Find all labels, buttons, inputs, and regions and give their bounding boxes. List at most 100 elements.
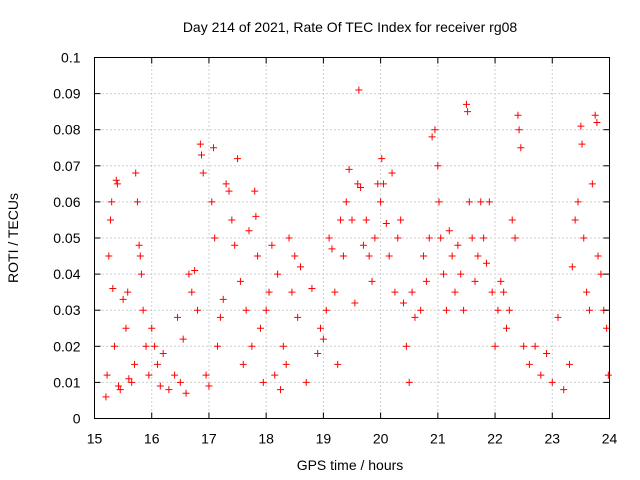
data-point-marker <box>565 360 573 368</box>
y-axis-label: ROTI / TECUs <box>5 193 21 283</box>
data-point-marker <box>503 324 510 332</box>
data-point-marker <box>464 108 472 116</box>
data-point-marker <box>580 234 588 242</box>
data-point-marker <box>322 306 330 314</box>
data-point-marker <box>585 306 593 314</box>
data-point-marker <box>210 144 218 152</box>
data-point-marker <box>500 288 508 296</box>
data-point-marker <box>451 288 459 296</box>
data-point-marker <box>279 342 287 350</box>
data-point-marker <box>371 234 379 242</box>
data-point-marker <box>560 386 568 394</box>
y-tick-label: 0.04 <box>53 266 80 282</box>
data-point-marker <box>294 313 302 321</box>
data-point-marker <box>405 378 413 386</box>
data-point-marker <box>139 306 147 314</box>
data-point-marker <box>554 313 562 321</box>
y-tick-labels: 0 0.01 0.02 0.03 0.04 0.05 0.06 0.07 0.08 0.09 0.1 <box>53 50 80 427</box>
data-point-marker <box>348 216 356 224</box>
data-point-marker <box>208 198 216 206</box>
x-tick-label: 22 <box>487 431 503 447</box>
data-point-marker <box>334 360 342 368</box>
data-point-marker <box>131 360 139 368</box>
data-point-marker <box>109 285 117 293</box>
data-point-marker <box>135 241 143 249</box>
data-point-marker <box>505 306 513 314</box>
data-point-marker <box>259 378 267 386</box>
data-point-marker <box>194 306 201 314</box>
data-point-marker <box>351 299 359 307</box>
data-point-marker <box>402 342 410 350</box>
data-point-marker <box>543 350 551 358</box>
data-point-marker <box>462 100 470 108</box>
data-point-marker <box>357 183 365 191</box>
data-point-marker <box>531 342 539 350</box>
x-tick-label: 21 <box>430 431 446 447</box>
data-point-marker <box>239 360 247 368</box>
data-point-marker <box>274 270 282 278</box>
x-tick-labels: 15 16 17 18 19 20 21 22 23 24 <box>87 431 618 447</box>
data-point-marker <box>517 144 525 152</box>
data-point-marker <box>297 263 304 271</box>
data-point-marker <box>196 140 204 148</box>
data-point-marker <box>165 386 173 394</box>
data-point-marker <box>577 122 585 130</box>
data-point-marker <box>477 198 485 206</box>
data-point-marker <box>308 285 316 293</box>
data-point-marker <box>179 335 187 343</box>
data-point-marker <box>342 198 350 206</box>
data-point-marker <box>302 378 310 386</box>
data-point-marker <box>291 252 299 260</box>
data-point-marker <box>124 288 132 296</box>
data-point-marker <box>116 386 124 394</box>
data-point-marker <box>355 86 363 94</box>
data-point-marker <box>394 234 402 242</box>
data-point-marker <box>491 342 499 350</box>
data-point-marker <box>460 306 468 314</box>
data-point-marker <box>331 288 339 296</box>
data-point-marker <box>388 169 396 177</box>
data-point-marker <box>474 252 482 260</box>
data-point-marker <box>465 198 473 206</box>
data-point-marker <box>368 277 376 285</box>
data-point-marker <box>148 324 156 332</box>
data-point-marker <box>262 306 270 314</box>
data-point-marker <box>431 126 439 134</box>
data-point-marker <box>205 382 213 390</box>
data-point-marker <box>202 371 210 379</box>
data-point-marker <box>548 378 556 386</box>
data-point-marker <box>411 313 419 321</box>
data-point-marker <box>222 180 230 188</box>
data-point-marker <box>400 299 407 307</box>
data-point-marker <box>234 155 242 163</box>
data-point-marker <box>422 277 430 285</box>
data-point-marker <box>362 216 370 224</box>
data-point-marker <box>276 386 284 394</box>
data-point-marker <box>198 151 206 159</box>
data-point-marker <box>211 234 219 242</box>
data-point-marker <box>159 350 167 358</box>
data-point-marker <box>242 306 250 314</box>
y-tick-label: 0.06 <box>53 194 80 210</box>
data-point-marker <box>256 324 264 332</box>
data-point-marker <box>145 371 153 379</box>
data-point-marker <box>379 180 387 188</box>
data-point-marker <box>391 288 399 296</box>
x-tick-label: 23 <box>544 431 560 447</box>
data-point-marker <box>282 360 290 368</box>
data-point-marker <box>428 133 436 141</box>
y-tick-label: 0.1 <box>61 50 81 66</box>
data-point-marker <box>365 252 373 260</box>
data-point-marker <box>520 342 528 350</box>
y-tick-label: 0.09 <box>53 86 80 102</box>
data-point-marker <box>119 295 127 303</box>
x-tick-label: 19 <box>316 431 332 447</box>
data-point-marker <box>153 360 161 368</box>
axis-ticks <box>94 57 610 419</box>
data-point-marker <box>182 389 190 397</box>
data-point-marker <box>511 234 519 242</box>
data-point-marker <box>457 270 465 278</box>
data-point-marker <box>199 169 207 177</box>
data-point-marker <box>176 378 184 386</box>
data-point-marker <box>115 382 123 390</box>
